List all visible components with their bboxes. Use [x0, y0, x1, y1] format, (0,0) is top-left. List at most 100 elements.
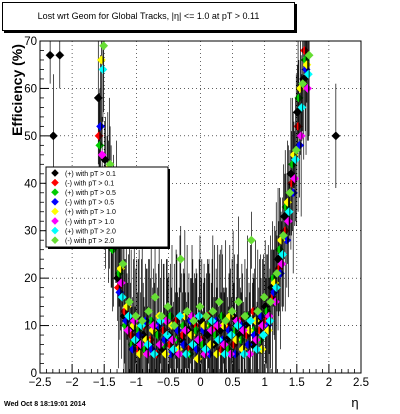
- data-point: [96, 121, 106, 131]
- legend-box: [45, 166, 169, 248]
- data-point: [238, 325, 248, 335]
- data-point: [213, 321, 223, 331]
- data-point: [219, 340, 229, 350]
- data-point: [131, 311, 141, 321]
- data-point: [123, 325, 133, 335]
- data-point: [118, 259, 128, 269]
- x-tick-label: 1: [261, 377, 267, 389]
- data-point: [252, 344, 262, 354]
- y-tick-label: 50: [24, 131, 37, 143]
- axes: −2.5 −2 −1.5 −1 −0.5 0 0.5 1 1.5 2 2.5 0 10 20 30 40 50 6…: [24, 36, 369, 389]
- data-point: [259, 292, 269, 302]
- data-point: [234, 297, 243, 307]
- legend-label: (-) with pT > 1.0: [65, 219, 114, 226]
- x-axis-label: η: [351, 395, 358, 410]
- x-tick-label: 2: [326, 377, 332, 389]
- data-point: [277, 259, 287, 269]
- data-point: [150, 292, 160, 302]
- legend-label: (-) with pT > 2.0: [65, 238, 114, 245]
- data-point: [258, 321, 268, 331]
- x-tick-label: 0.5: [225, 377, 241, 389]
- data-point: [163, 302, 173, 312]
- data-point: [246, 316, 256, 326]
- data-point: [212, 349, 222, 359]
- data-point: [233, 321, 243, 331]
- data-point: [182, 306, 192, 316]
- data-point: [181, 325, 191, 335]
- data-point: [266, 297, 276, 307]
- data-point: [174, 349, 184, 359]
- data-point: [99, 41, 109, 51]
- x-tick-label: −0.5: [157, 377, 180, 389]
- data-point: [95, 140, 105, 150]
- data-point: [271, 283, 281, 293]
- data-point: [297, 102, 307, 112]
- data-point: [278, 249, 288, 259]
- data-point: [298, 79, 308, 89]
- x-tick-label: −2: [66, 377, 79, 389]
- data-point: [226, 330, 236, 340]
- legend-marker: [51, 178, 59, 187]
- data-point: [181, 349, 191, 359]
- data-point: [207, 316, 217, 326]
- y-tick-label: 40: [24, 178, 37, 190]
- data-point: [168, 335, 178, 345]
- legend-label: (+) with pT > 2.0: [65, 228, 116, 235]
- title-box: Lost wrt Geom for Global Tracks, |η| <= …: [2, 2, 295, 31]
- data-point: [189, 316, 199, 326]
- data-point: [214, 297, 224, 307]
- legend-marker: [51, 188, 59, 197]
- y-axis-label: Efficiency (%): [9, 44, 25, 136]
- data-point: [258, 330, 268, 340]
- data-point: [290, 174, 300, 184]
- data-point: [213, 335, 223, 345]
- data-point: [206, 325, 216, 335]
- data-point: [169, 321, 179, 331]
- legend-label: (+) with pT > 1.0: [65, 209, 116, 216]
- data-point: [149, 349, 159, 359]
- data-point: [137, 316, 147, 326]
- data-point: [156, 311, 166, 321]
- x-tick-label: 0: [197, 377, 203, 389]
- legend-label: (-) with pT > 0.5: [65, 200, 114, 207]
- y-tick-label: 20: [24, 273, 37, 285]
- data-point: [253, 306, 263, 316]
- x-tick-label: 1.5: [289, 377, 305, 389]
- data-point: [208, 306, 218, 316]
- y-tick-label: 30: [24, 226, 37, 238]
- data-point: [55, 50, 65, 60]
- data-point: [265, 316, 275, 326]
- series-6: [97, 41, 313, 373]
- data-point: [220, 349, 230, 359]
- chart-title: Lost wrt Geom for Global Tracks, |η| <= …: [37, 11, 260, 21]
- data-point: [283, 216, 293, 226]
- data-point: [296, 131, 306, 141]
- data-point: [246, 235, 256, 245]
- data-point: [117, 292, 127, 302]
- legend-marker: [51, 169, 59, 177]
- data-point: [303, 69, 313, 79]
- data-point: [303, 83, 313, 93]
- data-point: [278, 230, 288, 240]
- data-point: [96, 55, 106, 65]
- data-point: [272, 268, 282, 278]
- y-tick-label: 60: [24, 83, 37, 95]
- data-point: [221, 316, 231, 326]
- data-point: [45, 50, 55, 60]
- data-point: [161, 349, 171, 359]
- data-point: [176, 254, 186, 264]
- data-point: [291, 155, 300, 165]
- x-tick-label: −2.5: [29, 377, 52, 389]
- timestamp: Wed Oct 8 18:19:01 2014: [4, 401, 86, 408]
- data-point: [251, 335, 261, 345]
- data-point: [144, 306, 154, 316]
- data-point: [284, 207, 294, 217]
- x-tick-label: 2.5: [353, 377, 369, 389]
- data-point: [331, 131, 341, 141]
- legend-marker: [51, 217, 59, 225]
- data-point: [188, 340, 198, 350]
- data-point: [195, 302, 205, 312]
- data-point: [291, 145, 301, 155]
